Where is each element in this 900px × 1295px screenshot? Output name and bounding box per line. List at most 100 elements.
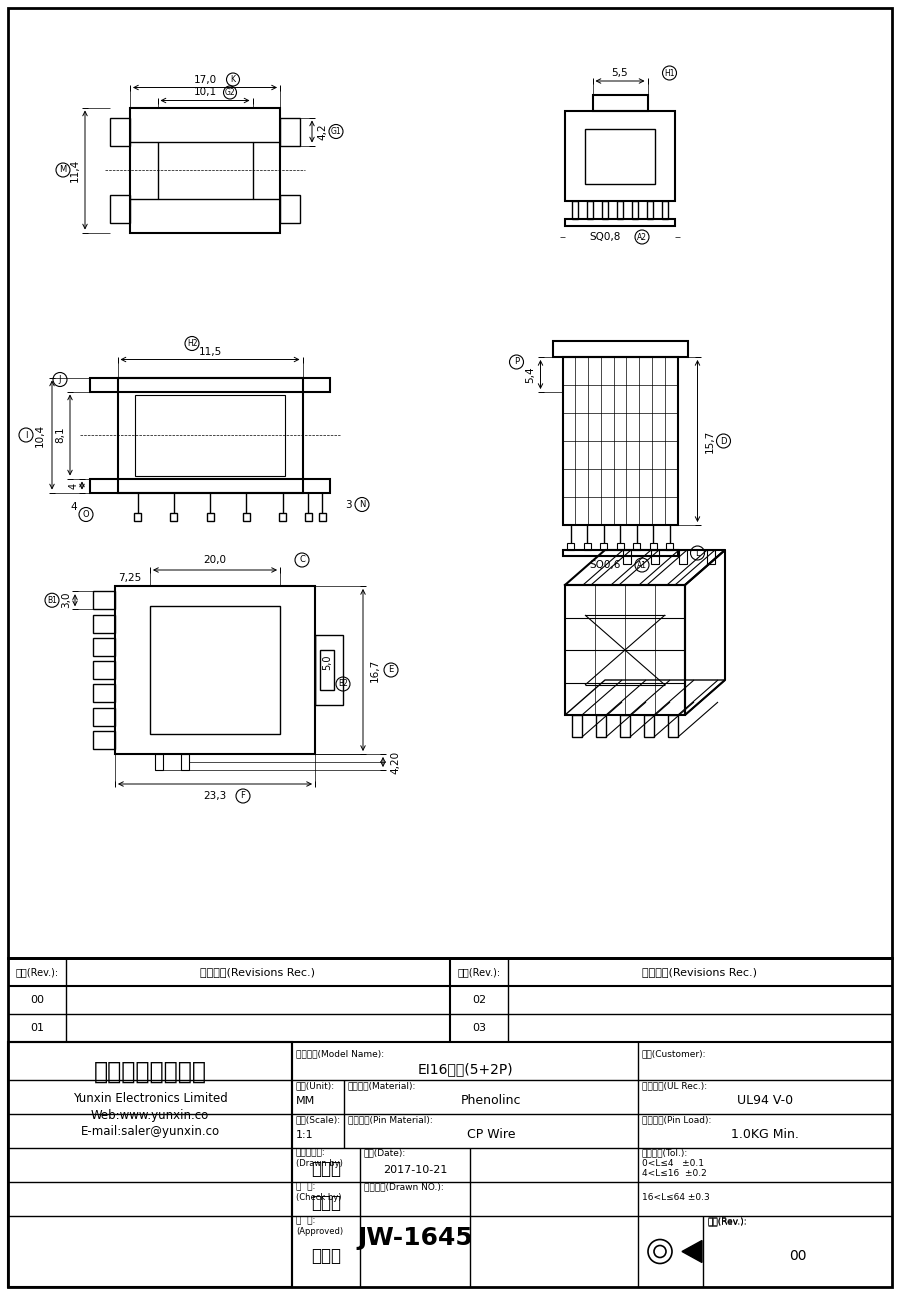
Text: SQ0,6: SQ0,6 [590,559,621,570]
Text: 版本(Rev.):: 版本(Rev.): [457,967,500,976]
Bar [565,111,675,201]
Bar [592,95,647,111]
Text: 01: 01 [30,1023,44,1033]
Text: 5,4: 5,4 [526,366,536,383]
Text: Web:www.yunxin.co: Web:www.yunxin.co [91,1109,209,1121]
Text: E-mail:saler@yunxin.co: E-mail:saler@yunxin.co [80,1125,220,1138]
Text: CP Wire: CP Wire [467,1128,515,1141]
Bar [279,513,286,521]
Text: C: C [299,556,305,565]
Text: 3: 3 [345,500,351,509]
Bar [315,635,343,704]
Text: 16,7: 16,7 [370,658,380,681]
Bar [8,958,892,1287]
Text: 5,5: 5,5 [612,69,628,78]
Bar [93,660,115,679]
Bar [585,130,655,184]
Text: 比例(Scale):: 比例(Scale): [296,1115,341,1124]
Bar [650,543,656,550]
Bar [565,219,675,227]
Text: 10,1: 10,1 [194,88,217,97]
Text: 工程与设计:: 工程与设计: [296,1149,326,1158]
Bar [583,543,590,550]
Text: 本体材质(Material):: 本体材质(Material): [348,1081,417,1090]
Text: 版本(Rev.):: 版本(Rev.): [707,1217,747,1226]
Text: 10,4: 10,4 [35,423,45,447]
Text: (Check by): (Check by) [296,1194,341,1203]
Bar [243,513,250,521]
Text: EI16卧式(5+2P): EI16卧式(5+2P) [418,1062,513,1076]
Bar [562,550,678,556]
Bar [93,637,115,655]
Text: 4: 4 [71,501,77,512]
Bar [617,201,623,219]
Text: 2017-10-21: 2017-10-21 [382,1166,447,1175]
Text: 产品编号(Drawn NO.):: 产品编号(Drawn NO.): [364,1182,444,1191]
Bar [181,754,189,771]
Text: 版本(Rev.):: 版本(Rev.): [707,1216,747,1225]
Bar [8,1042,292,1287]
Bar [668,715,678,737]
Text: Yunxin Electronics Limited: Yunxin Electronics Limited [73,1092,228,1105]
Bar [134,513,141,521]
Text: 3,0: 3,0 [61,592,71,609]
Bar [115,587,315,754]
Text: E: E [389,666,393,675]
Text: 8,1: 8,1 [55,426,65,443]
Text: 00: 00 [788,1248,806,1263]
Bar [90,478,330,492]
Bar [553,341,688,357]
Text: 16<L≤64 ±0.3: 16<L≤64 ±0.3 [642,1193,710,1202]
Text: B1: B1 [47,596,57,605]
Text: 5,0: 5,0 [322,654,332,670]
Text: 版本(Rev.):: 版本(Rev.): [15,967,58,976]
Text: 修改记录(Revisions Rec.): 修改记录(Revisions Rec.) [201,967,316,976]
Text: 11,5: 11,5 [198,347,221,356]
Text: 修改记录(Revisions Rec.): 修改记录(Revisions Rec.) [643,967,758,976]
Text: H2: H2 [187,339,197,348]
Text: 17,0: 17,0 [194,75,217,84]
Text: H1: H1 [664,69,675,78]
Text: 11,4: 11,4 [70,158,80,181]
Text: 一般公差(Tol.):: 一般公差(Tol.): [642,1149,688,1158]
Bar [93,592,115,609]
Bar [596,715,606,737]
Text: D: D [720,436,727,445]
Text: I: I [25,430,27,439]
Text: (Drawn by): (Drawn by) [296,1159,343,1168]
Text: K: K [230,75,236,84]
Text: 02: 02 [472,995,486,1005]
Bar [565,585,685,715]
Text: 校  对:: 校 对: [296,1182,315,1191]
Text: UL94 V-0: UL94 V-0 [737,1094,793,1107]
Text: 刘水强: 刘水强 [311,1160,341,1178]
Text: 张生坤: 张生坤 [311,1247,341,1264]
Text: 核  准:: 核 准: [296,1216,315,1225]
Text: 1.0KG Min.: 1.0KG Min. [731,1128,799,1141]
Bar [118,378,302,492]
Bar [130,107,280,233]
Text: 针脚拉力(Pin Load):: 针脚拉力(Pin Load): [642,1115,711,1124]
Text: MM: MM [296,1096,315,1106]
Bar [110,118,130,145]
Bar [158,141,253,198]
Text: (Approved): (Approved) [296,1228,343,1237]
Text: 防火等级(UL Rec.):: 防火等级(UL Rec.): [642,1081,707,1090]
Bar [644,715,654,737]
Bar [304,513,311,521]
Bar [93,707,115,725]
Text: 规格描述(Model Name):: 规格描述(Model Name): [296,1049,384,1058]
Text: O: O [83,510,89,519]
Text: 15,7: 15,7 [705,430,715,453]
Text: N: N [359,500,365,509]
Bar [562,357,678,524]
Bar [320,650,334,690]
Text: 03: 03 [472,1023,486,1033]
Bar [623,550,631,565]
Bar [155,754,163,771]
Bar [666,543,673,550]
Text: G1: G1 [330,127,341,136]
Bar [319,513,326,521]
Text: A1: A1 [637,561,647,570]
Bar [206,513,213,521]
